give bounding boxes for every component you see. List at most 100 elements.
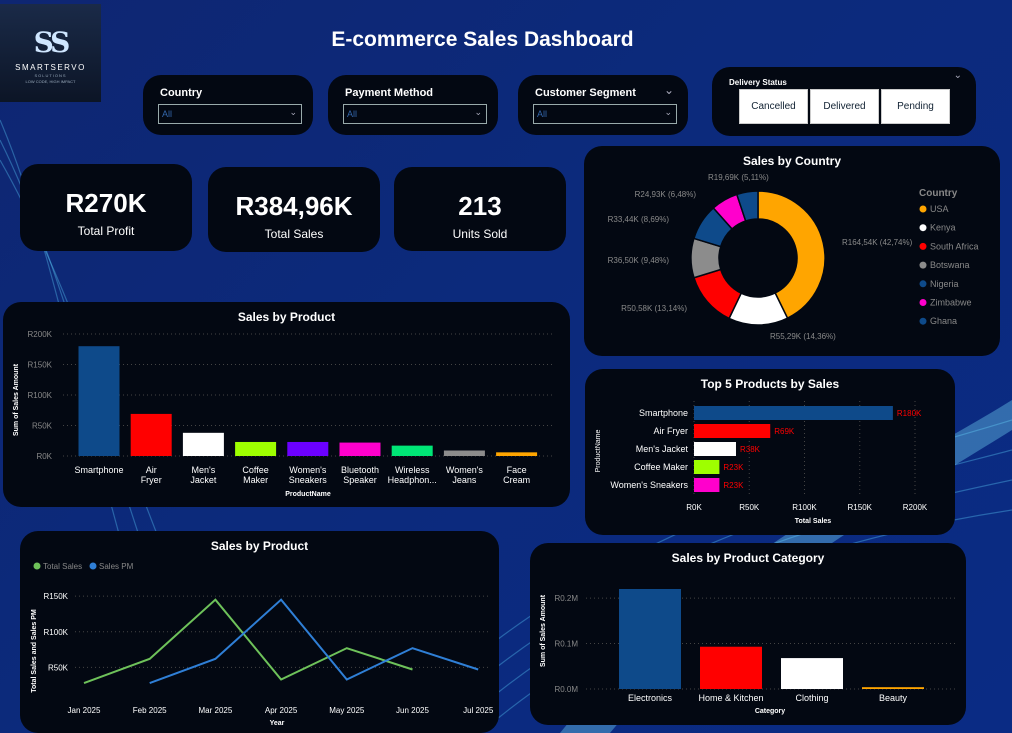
delivery-status-label: Delivery Status <box>729 78 787 87</box>
y-tick-label: Air Fryer <box>654 426 689 436</box>
legend-swatch <box>919 299 927 306</box>
x-tick-label: Beauty <box>879 693 908 703</box>
customer-segment-slicer[interactable]: Customer Segment ⌄ All ⌄ <box>518 75 688 135</box>
x-tick-label: Apr 2025 <box>265 706 298 715</box>
slice-label: R55,29K (14,36%) <box>770 332 836 341</box>
bar <box>619 589 681 689</box>
x-tick-label: Wireless Headphon... <box>388 465 437 485</box>
legend-swatch <box>919 242 927 250</box>
payment-method-dropdown[interactable]: All ⌄ <box>343 104 487 124</box>
legend-swatch <box>89 562 97 570</box>
kpi-total-profit: R270K Total Profit <box>20 164 192 251</box>
sales-by-country-card[interactable]: Sales by Country R164,54K (42,74%) R55,29… <box>584 146 1000 356</box>
legend-label: Zimbabwe <box>930 298 972 308</box>
logo-monogram: SS <box>33 26 71 59</box>
country-slicer-label: Country <box>160 87 203 99</box>
sales-trend-chart[interactable]: Total Sales Sales PM R50K R100K R150K Jan 202… <box>20 531 499 733</box>
customer-segment-dropdown[interactable]: All ⌄ <box>533 104 677 124</box>
top-5-products-card[interactable]: Top 5 Products by Sales R0K R50K R100K R150… <box>585 369 955 535</box>
bar <box>694 442 736 456</box>
y-tick-label: Men's Jacket <box>636 444 689 454</box>
kpi-value: R384,96K <box>235 191 353 221</box>
x-tick-label: Electronics <box>628 693 673 703</box>
country-dropdown[interactable]: All ⌄ <box>158 104 302 124</box>
x-tick-label: Jul 2025 <box>463 706 494 715</box>
y-tick-label: R150K <box>44 592 69 601</box>
x-tick-label: Mar 2025 <box>199 706 233 715</box>
legend-label: Ghana <box>930 316 957 326</box>
company-logo: SS SMARTSERVO SOLUTIONS LOW CODE, HIGH I… <box>0 4 101 102</box>
y-tick-label: R100K <box>28 391 53 400</box>
chart-title: Sales by Product Category <box>671 551 825 565</box>
y-axis-label: Sum of Sales Amount <box>13 363 20 436</box>
legend-label: Botswana <box>930 260 970 270</box>
sales-by-country-chart[interactable]: R164,54K (42,74%) R55,29K (14,36%) R50,58K… <box>584 146 1000 356</box>
customer-segment-dropdown-value: All <box>537 109 548 119</box>
sales-by-category-card[interactable]: Sales by Product Category R0.0M R0.1M R0.2… <box>530 543 966 725</box>
x-tick-label: R200K <box>903 503 928 512</box>
payment-method-slicer[interactable]: Payment Method All ⌄ <box>328 75 498 135</box>
bar <box>694 460 720 474</box>
country-dropdown-value: All <box>162 109 173 119</box>
bar <box>694 424 771 438</box>
data-label: R69K <box>774 427 795 436</box>
x-tick-label: May 2025 <box>329 706 365 715</box>
delivery-status-slicer[interactable]: Delivery Status ⌄ Cancelled Delivered Pe… <box>712 67 976 136</box>
bar <box>339 442 381 456</box>
sales-trend-card[interactable]: Sales by Product Total Sales Sales PM R50K… <box>20 531 499 733</box>
y-axis-label: Sum of Sales Amount <box>540 594 547 667</box>
top-5-products-chart[interactable]: R0K R50K R100K R150K R200K Smartphone R180K Air… <box>585 369 955 535</box>
legend-swatch <box>919 317 927 325</box>
legend-swatch <box>919 280 927 288</box>
donut-slice <box>757 190 826 320</box>
bar <box>287 441 329 456</box>
slice-label: R50,58K (13,14%) <box>621 304 687 313</box>
chevron-down-icon: ⌄ <box>474 107 482 117</box>
x-tick-label: Jun 2025 <box>396 706 429 715</box>
y-tick-label: R100K <box>44 628 69 637</box>
x-tick-label: R50K <box>739 503 760 512</box>
slice-label: R33,44K (8,69%) <box>608 215 670 224</box>
legend-label: USA <box>930 204 949 214</box>
x-tick-label: R0K <box>686 503 702 512</box>
sales-by-product-card[interactable]: Sales by Product R0K R50K R100K R150K R200K S… <box>3 302 570 507</box>
delivery-cancelled-button[interactable]: Cancelled <box>739 89 808 124</box>
data-label: R180K <box>897 409 922 418</box>
y-tick-label: R150K <box>28 361 53 370</box>
data-label: R23K <box>723 463 744 472</box>
bar <box>130 413 172 456</box>
country-slicer[interactable]: Country All ⌄ <box>143 75 313 135</box>
series-line <box>83 598 413 684</box>
chart-title: Top 5 Products by Sales <box>700 377 840 391</box>
slice-label: R36,50K (9,48%) <box>608 256 670 265</box>
chevron-down-icon: ⌄ <box>289 107 297 117</box>
slice-label: R24,93K (6,48%) <box>635 190 697 199</box>
legend-label: Kenya <box>930 223 956 233</box>
y-tick-label: R50K <box>32 422 53 431</box>
chevron-down-icon: ⌄ <box>663 83 674 97</box>
series-line <box>149 598 479 684</box>
payment-method-dropdown-value: All <box>347 109 358 119</box>
chevron-down-icon: ⌄ <box>953 70 962 81</box>
x-tick-label: Air Fryer <box>141 465 162 485</box>
sales-by-category-chart[interactable]: R0.0M R0.1M R0.2M Electronics Home & Kitchen… <box>530 543 966 725</box>
delivery-pending-button[interactable]: Pending <box>881 89 950 124</box>
sales-by-product-chart[interactable]: R0K R50K R100K R150K R200K Smartphone Air Fryer… <box>3 302 570 507</box>
donut-slice <box>735 190 759 222</box>
chart-title: Sales by Product <box>237 310 336 324</box>
bar <box>694 406 893 420</box>
kpi-label: Units Sold <box>452 227 508 241</box>
x-tick-label: Coffee Maker <box>242 465 268 485</box>
x-tick-label: Men's Jacket <box>190 465 217 485</box>
x-tick-label: Smartphone <box>74 465 123 475</box>
x-tick-label: Women's Jeans <box>446 465 484 485</box>
y-tick-label: Smartphone <box>639 408 688 418</box>
x-tick-label: Bluetooth Speaker <box>341 465 379 485</box>
kpi-value: 213 <box>458 191 502 221</box>
page-title: E-commerce Sales Dashboard <box>331 28 634 51</box>
y-tick-label: R0.1M <box>554 640 578 649</box>
chart-title: Sales by Country <box>742 154 842 168</box>
kpi-units-sold: 213 Units Sold <box>394 167 566 251</box>
bar <box>496 452 538 456</box>
delivery-delivered-button[interactable]: Delivered <box>810 89 879 124</box>
